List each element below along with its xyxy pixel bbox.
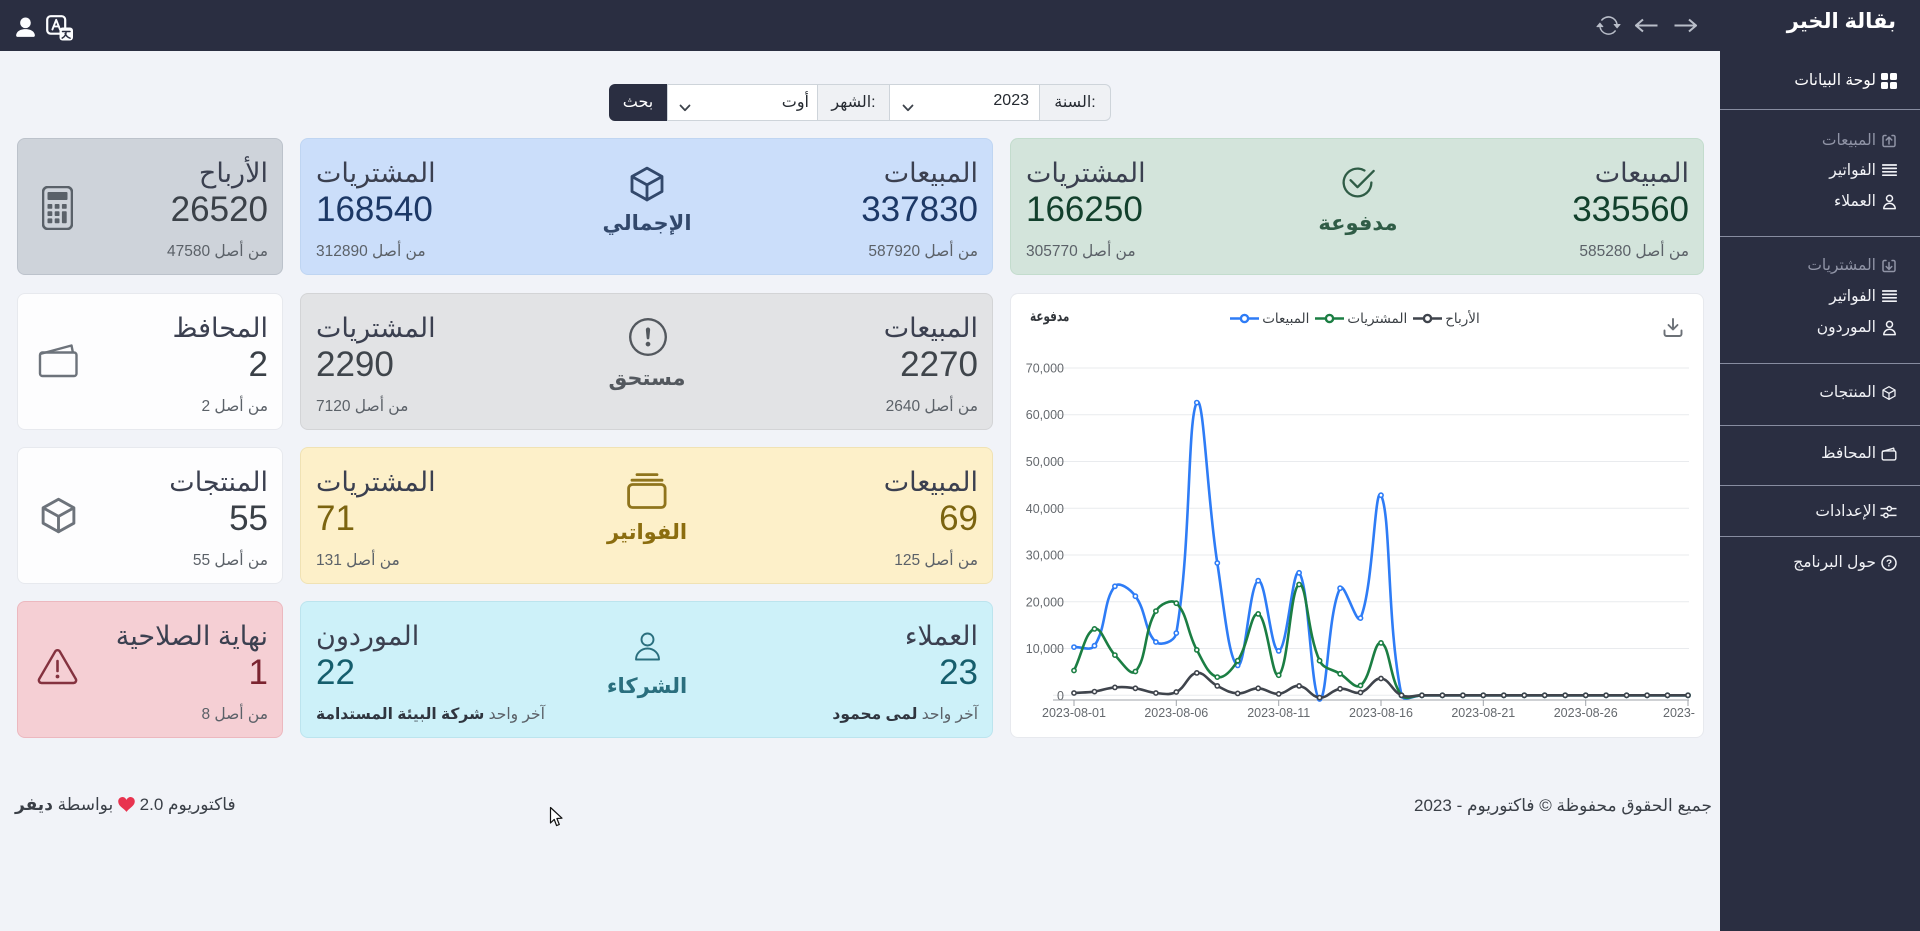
svg-text:50,000: 50,000	[1026, 455, 1064, 469]
svg-text:2023-: 2023-	[1663, 706, 1695, 720]
svg-text:70,000: 70,000	[1026, 362, 1064, 376]
svg-text:30,000: 30,000	[1026, 549, 1064, 563]
svg-text:10,000: 10,000	[1026, 642, 1064, 656]
svg-text:2023-08-06: 2023-08-06	[1144, 706, 1208, 720]
svg-text:0: 0	[1057, 689, 1064, 703]
svg-text:40,000: 40,000	[1026, 502, 1064, 516]
svg-text:2023-08-26: 2023-08-26	[1554, 706, 1618, 720]
svg-text:2023-08-11: 2023-08-11	[1247, 706, 1310, 720]
svg-text:2023-08-01: 2023-08-01	[1042, 706, 1106, 720]
svg-text:60,000: 60,000	[1026, 408, 1064, 422]
svg-text:?: ?	[1886, 559, 1892, 570]
svg-text:2023-08-16: 2023-08-16	[1349, 706, 1413, 720]
svg-text:20,000: 20,000	[1026, 595, 1064, 609]
svg-text:2023-08-21: 2023-08-21	[1451, 706, 1515, 720]
